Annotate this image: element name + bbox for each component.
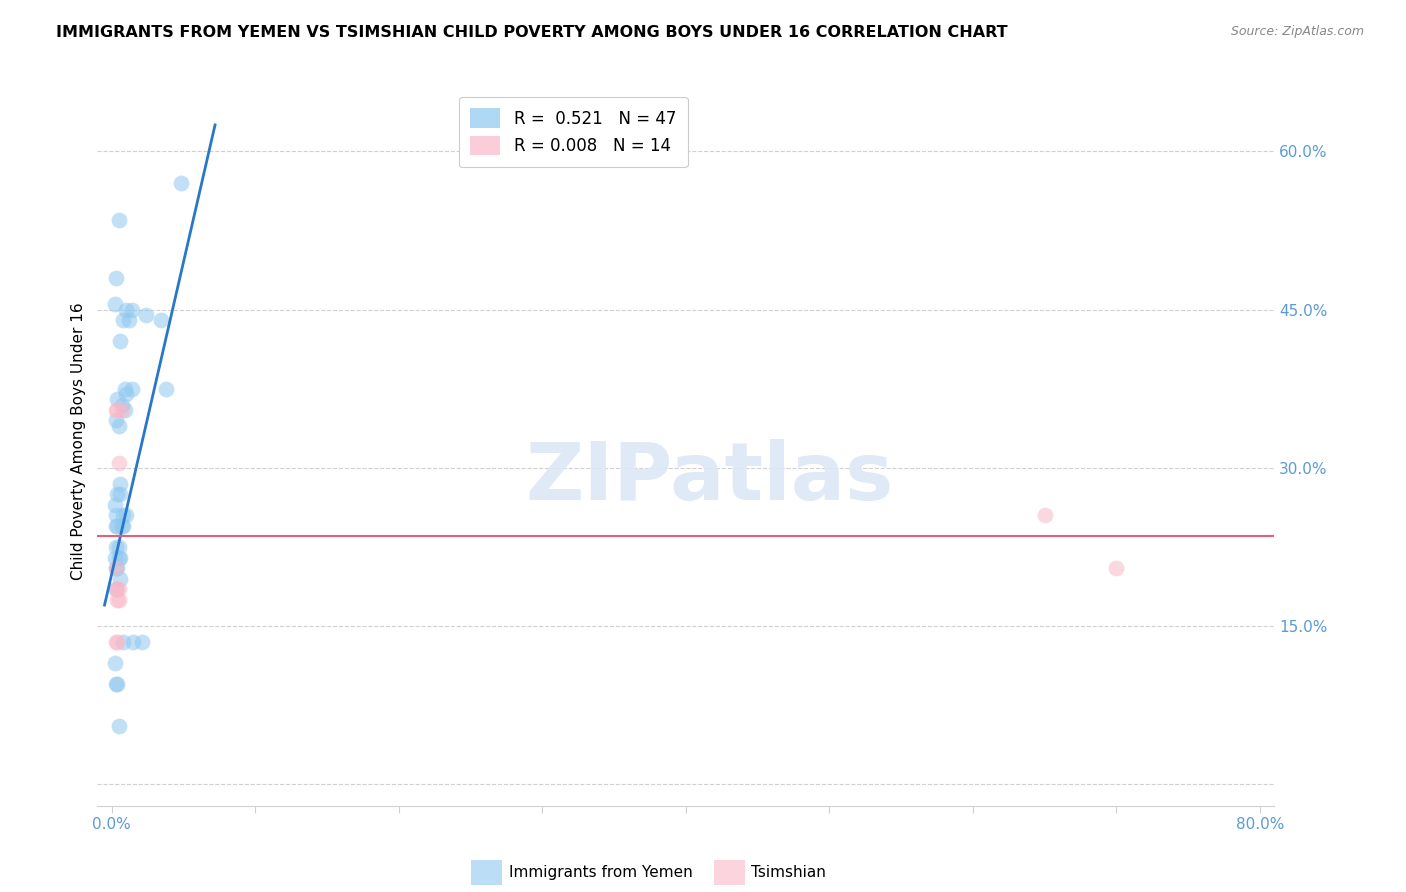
Point bbox=[121, 382, 143, 396]
Point bbox=[107, 487, 129, 501]
Point bbox=[112, 519, 135, 533]
Point bbox=[107, 582, 129, 597]
Point bbox=[149, 313, 172, 327]
Point bbox=[111, 519, 134, 533]
Text: Immigrants from Yemen: Immigrants from Yemen bbox=[509, 865, 693, 880]
Point bbox=[1033, 508, 1056, 523]
Point bbox=[131, 635, 153, 649]
Point bbox=[103, 656, 125, 670]
Y-axis label: Child Poverty Among Boys Under 16: Child Poverty Among Boys Under 16 bbox=[72, 302, 86, 581]
Point bbox=[103, 550, 125, 565]
Point bbox=[103, 297, 125, 311]
Point bbox=[169, 176, 191, 190]
Point bbox=[1105, 561, 1128, 575]
Text: ZIPatlas: ZIPatlas bbox=[526, 439, 894, 517]
Point bbox=[108, 550, 131, 565]
Point bbox=[118, 313, 141, 327]
Point bbox=[107, 402, 129, 417]
Point bbox=[105, 582, 128, 597]
Point bbox=[105, 271, 128, 285]
Point bbox=[108, 719, 131, 733]
Point bbox=[107, 519, 129, 533]
Point bbox=[107, 561, 129, 575]
Point bbox=[108, 213, 131, 227]
Point bbox=[110, 572, 132, 586]
Point bbox=[105, 582, 128, 597]
Point bbox=[105, 677, 128, 691]
Point bbox=[110, 476, 132, 491]
Point bbox=[121, 302, 143, 317]
Point bbox=[105, 635, 128, 649]
Text: Tsimshian: Tsimshian bbox=[751, 865, 825, 880]
Point bbox=[105, 508, 128, 523]
Point bbox=[155, 382, 177, 396]
Point bbox=[105, 519, 128, 533]
Point bbox=[112, 508, 135, 523]
Point bbox=[108, 418, 131, 433]
Point bbox=[105, 561, 128, 575]
Point bbox=[135, 308, 157, 322]
Point bbox=[108, 456, 131, 470]
Point bbox=[114, 382, 136, 396]
Point bbox=[115, 508, 138, 523]
Point bbox=[115, 387, 138, 401]
Point bbox=[111, 398, 134, 412]
Point bbox=[107, 592, 129, 607]
Point bbox=[114, 402, 136, 417]
Point bbox=[108, 540, 131, 554]
Point bbox=[105, 402, 128, 417]
Point bbox=[115, 302, 138, 317]
Point bbox=[108, 592, 131, 607]
Point bbox=[103, 498, 125, 512]
Point bbox=[112, 313, 135, 327]
Point bbox=[111, 402, 134, 417]
Point bbox=[110, 334, 132, 349]
Point bbox=[105, 540, 128, 554]
Point bbox=[110, 550, 132, 565]
Point bbox=[105, 561, 128, 575]
Point bbox=[107, 635, 129, 649]
Point bbox=[107, 677, 129, 691]
Point bbox=[105, 413, 128, 427]
Point bbox=[108, 582, 131, 597]
Point bbox=[122, 635, 145, 649]
Legend: R =  0.521   N = 47, R = 0.008   N = 14: R = 0.521 N = 47, R = 0.008 N = 14 bbox=[458, 96, 688, 167]
Point bbox=[110, 487, 132, 501]
Point bbox=[107, 392, 129, 407]
Point bbox=[112, 635, 135, 649]
Text: IMMIGRANTS FROM YEMEN VS TSIMSHIAN CHILD POVERTY AMONG BOYS UNDER 16 CORRELATION: IMMIGRANTS FROM YEMEN VS TSIMSHIAN CHILD… bbox=[56, 25, 1008, 40]
Text: Source: ZipAtlas.com: Source: ZipAtlas.com bbox=[1230, 25, 1364, 38]
